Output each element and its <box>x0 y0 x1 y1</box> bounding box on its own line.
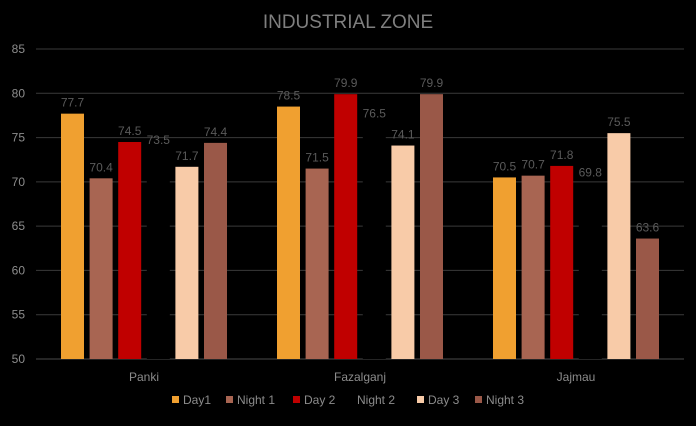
bars <box>61 94 659 360</box>
gridlines <box>36 48 684 360</box>
data-label: 76.5 <box>363 106 387 120</box>
legend-swatch <box>475 396 482 403</box>
legend-swatch <box>226 396 233 403</box>
legend-label: Night 2 <box>357 393 395 407</box>
bar-day-3-panki <box>175 166 199 359</box>
bar-night-3-fazalganj <box>420 94 443 360</box>
x-category-label: Jajmau <box>557 370 596 384</box>
y-tick-label: 65 <box>12 219 26 233</box>
y-tick-label: 80 <box>12 86 26 100</box>
bar-night-3-jajmau <box>636 238 659 359</box>
data-label: 75.5 <box>607 115 631 129</box>
legend: Day1 Night 1 Day 2 Night 2 Day 3 Night 3 <box>172 393 524 407</box>
bar-night-1-jajmau <box>521 175 545 359</box>
data-label: 69.8 <box>579 166 603 180</box>
legend-swatch <box>417 396 424 403</box>
legend-swatch <box>293 396 300 403</box>
legend-label: Night 3 <box>486 393 524 407</box>
chart-title: INDUSTRIAL ZONE <box>263 12 433 33</box>
legend-label: Day 2 <box>304 393 336 407</box>
bar-day-2-fazalganj <box>334 94 358 360</box>
y-tick-label: 75 <box>12 131 26 145</box>
bar-night-1-panki <box>89 178 113 359</box>
data-label: 70.7 <box>521 158 545 172</box>
data-label: 79.9 <box>334 76 358 90</box>
x-axis-categories: Panki Fazalganj Jajmau <box>129 370 595 384</box>
y-tick-label: 60 <box>12 263 26 277</box>
data-label: 63.6 <box>636 221 660 235</box>
bar-night-3-panki <box>204 142 227 359</box>
data-label: 79.9 <box>420 76 444 90</box>
y-axis-ticks: 50 55 60 65 70 75 80 85 <box>12 42 26 366</box>
legend-label: Day 3 <box>428 393 460 407</box>
x-category-label: Fazalganj <box>334 370 386 384</box>
data-label: 74.1 <box>391 128 415 142</box>
bar-night-2-fazalganj <box>362 124 386 360</box>
data-label: 70.4 <box>89 160 113 174</box>
bar-night-2-panki <box>146 150 170 359</box>
x-category-label: Panki <box>129 370 159 384</box>
y-tick-label: 85 <box>12 42 26 56</box>
legend-swatch <box>346 396 353 403</box>
y-tick-label: 55 <box>12 308 26 322</box>
legend-label: Night 1 <box>237 393 275 407</box>
bar-night-2-jajmau <box>578 183 602 359</box>
data-label: 71.7 <box>175 149 199 163</box>
bar-day-3-jajmau <box>607 133 631 359</box>
data-label: 78.5 <box>277 89 301 103</box>
data-label: 74.4 <box>204 125 228 139</box>
data-label: 74.5 <box>118 124 142 138</box>
bar-night-1-fazalganj <box>305 168 329 359</box>
bar-day-2-jajmau <box>550 165 574 359</box>
y-tick-label: 70 <box>12 175 26 189</box>
bar-day1-jajmau <box>493 177 516 359</box>
data-label: 71.8 <box>550 148 574 162</box>
data-labels: 77.7 70.4 74.5 73.5 71.7 74.4 78.5 71.5 79.9 76.5… <box>61 76 660 234</box>
legend-swatch <box>172 396 179 403</box>
legend-label: Day1 <box>183 393 211 407</box>
bar-day-3-fazalganj <box>391 145 415 359</box>
data-label: 73.5 <box>147 133 171 147</box>
bar-day1-fazalganj <box>277 106 300 359</box>
data-label: 71.5 <box>305 151 329 165</box>
bar-day-2-panki <box>118 142 142 359</box>
data-label: 70.5 <box>493 159 517 173</box>
bar-day1-panki <box>61 113 84 360</box>
data-label: 77.7 <box>61 96 85 110</box>
y-tick-label: 50 <box>12 352 26 366</box>
